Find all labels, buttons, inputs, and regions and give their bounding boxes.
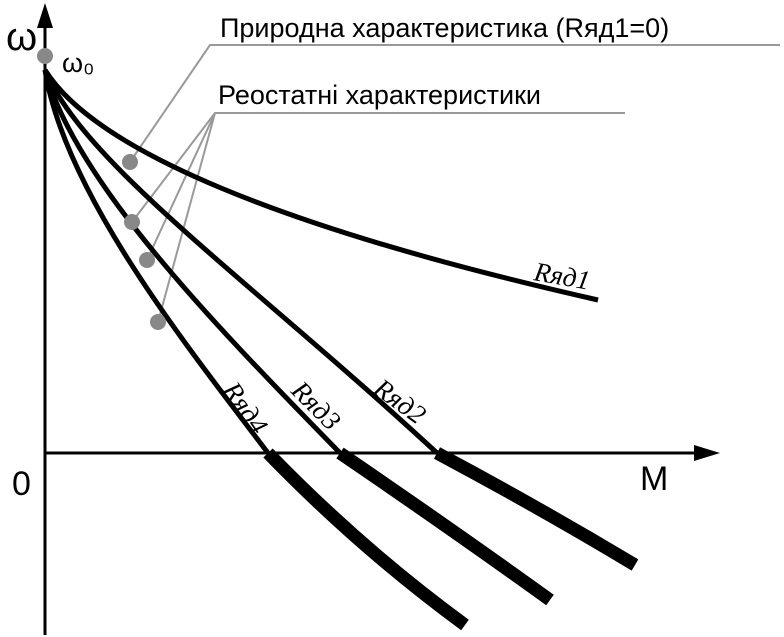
x-label: M — [640, 460, 668, 498]
legend-natural: Природна характеристика (Rяд1=0) — [220, 13, 669, 43]
curve-label: Rяд4 — [217, 375, 274, 439]
curve-1 — [42, 68, 599, 303]
curve-4 — [42, 69, 270, 455]
curve-2-braking — [433, 447, 639, 571]
y-label: ω — [6, 15, 37, 59]
x-arrow — [694, 445, 720, 461]
origin-label: 0 — [12, 465, 31, 503]
curve-4-braking — [263, 448, 469, 631]
curve-3 — [42, 69, 342, 455]
omega0-label: ω₀ — [62, 48, 94, 78]
y-arrow — [37, 3, 53, 28]
dots — [37, 48, 166, 330]
curve-2 — [42, 69, 439, 455]
curve-label: Rяд1 — [531, 256, 593, 295]
leaders — [129, 44, 780, 323]
legend-rheostat: Реостатні характеристики — [218, 80, 541, 110]
curve-3-braking — [336, 447, 554, 606]
